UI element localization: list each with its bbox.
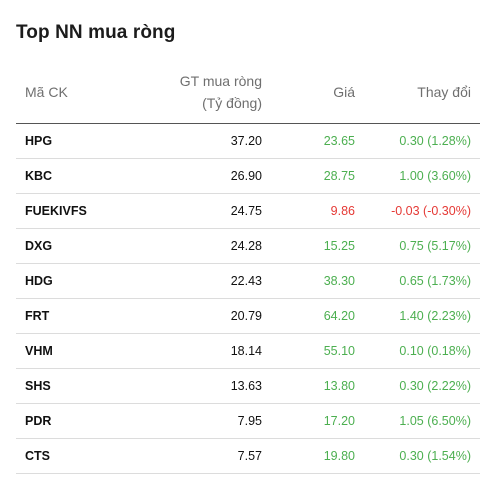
net-buy-value: 7.57: [237, 449, 262, 463]
stock-code[interactable]: SHS: [25, 379, 51, 393]
table-row[interactable]: SHS 13.63 13.80 0.30 (2.22%): [16, 369, 480, 404]
table-row[interactable]: FRT 20.79 64.20 1.40 (2.23%): [16, 299, 480, 334]
table-row[interactable]: HPG 37.20 23.65 0.30 (1.28%): [16, 124, 480, 159]
price-value: 23.65: [323, 134, 355, 148]
net-buy-value: 7.95: [237, 414, 262, 428]
price-value: 15.25: [323, 239, 355, 253]
change-value: 0.10 (0.18%): [399, 344, 471, 358]
net-buy-value: 13.63: [230, 379, 262, 393]
stock-code[interactable]: PDR: [25, 414, 52, 428]
stock-code[interactable]: KBC: [25, 169, 53, 183]
change-value: 1.00 (3.60%): [399, 169, 471, 183]
table-header: Mã CK GT mua ròng (Tỷ đồng) Giá Thay đổi: [16, 68, 480, 124]
price-value: 9.86: [330, 204, 355, 218]
stock-code[interactable]: VHM: [25, 344, 53, 358]
change-value: 0.30 (1.54%): [399, 449, 471, 463]
change-value: 0.30 (2.22%): [399, 379, 471, 393]
net-buy-value: 18.14: [230, 344, 262, 358]
change-value: 0.65 (1.73%): [399, 274, 471, 288]
stock-code[interactable]: HDG: [25, 274, 53, 288]
table-body: HPG 37.20 23.65 0.30 (1.28%) KBC 26.90 28.75 1.…: [16, 124, 480, 474]
price-value: 17.20: [323, 414, 355, 428]
table-row[interactable]: HDG 22.43 38.30 0.65 (1.73%): [16, 264, 480, 299]
stock-code[interactable]: HPG: [25, 134, 53, 148]
stock-code[interactable]: CTS: [25, 449, 50, 463]
header-price[interactable]: Giá: [333, 84, 355, 100]
net-buy-value: 37.20: [230, 134, 262, 148]
table-row[interactable]: VHM 18.14 55.10 0.10 (0.18%): [16, 334, 480, 369]
header-change[interactable]: Thay đổi: [417, 84, 471, 100]
price-value: 13.80: [323, 379, 355, 393]
stock-code[interactable]: FRT: [25, 309, 50, 323]
net-buy-value: 20.79: [230, 309, 262, 323]
header-code[interactable]: Mã CK: [25, 84, 68, 100]
change-value: 0.30 (1.28%): [399, 134, 471, 148]
change-value: 0.75 (5.17%): [399, 239, 471, 253]
net-buy-value: 24.75: [230, 204, 262, 218]
price-value: 64.20: [323, 309, 355, 323]
change-value: 1.40 (2.23%): [399, 309, 471, 323]
net-buy-value: 26.90: [230, 169, 262, 183]
price-value: 19.80: [323, 449, 355, 463]
stock-code[interactable]: DXG: [25, 239, 53, 253]
change-value: -0.03 (-0.30%): [391, 204, 471, 218]
net-buy-value: 24.28: [230, 239, 262, 253]
table-row[interactable]: PDR 7.95 17.20 1.05 (6.50%): [16, 404, 480, 439]
price-value: 28.75: [323, 169, 355, 183]
price-value: 55.10: [323, 344, 355, 358]
header-net-buy-value-line2: (Tỷ đồng): [202, 95, 262, 111]
stock-code[interactable]: FUEKIVFS: [25, 204, 87, 218]
change-value: 1.05 (6.50%): [399, 414, 471, 428]
header-net-buy-value[interactable]: GT mua ròng (Tỷ đồng): [180, 70, 262, 114]
widget-title: Top NN mua ròng: [16, 22, 176, 43]
header-net-buy-value-line1: GT mua ròng: [179, 73, 262, 89]
table-row[interactable]: FUEKIVFS 24.75 9.86 -0.03 (-0.30%): [16, 194, 480, 229]
net-buy-value: 22.43: [230, 274, 262, 288]
foreign-net-buy-table: Mã CK GT mua ròng (Tỷ đồng) Giá Thay đổi…: [16, 68, 480, 474]
table-row[interactable]: DXG 24.28 15.25 0.75 (5.17%): [16, 229, 480, 264]
price-value: 38.30: [323, 274, 355, 288]
table-row[interactable]: CTS 7.57 19.80 0.30 (1.54%): [16, 439, 480, 474]
table-row[interactable]: KBC 26.90 28.75 1.00 (3.60%): [16, 159, 480, 194]
